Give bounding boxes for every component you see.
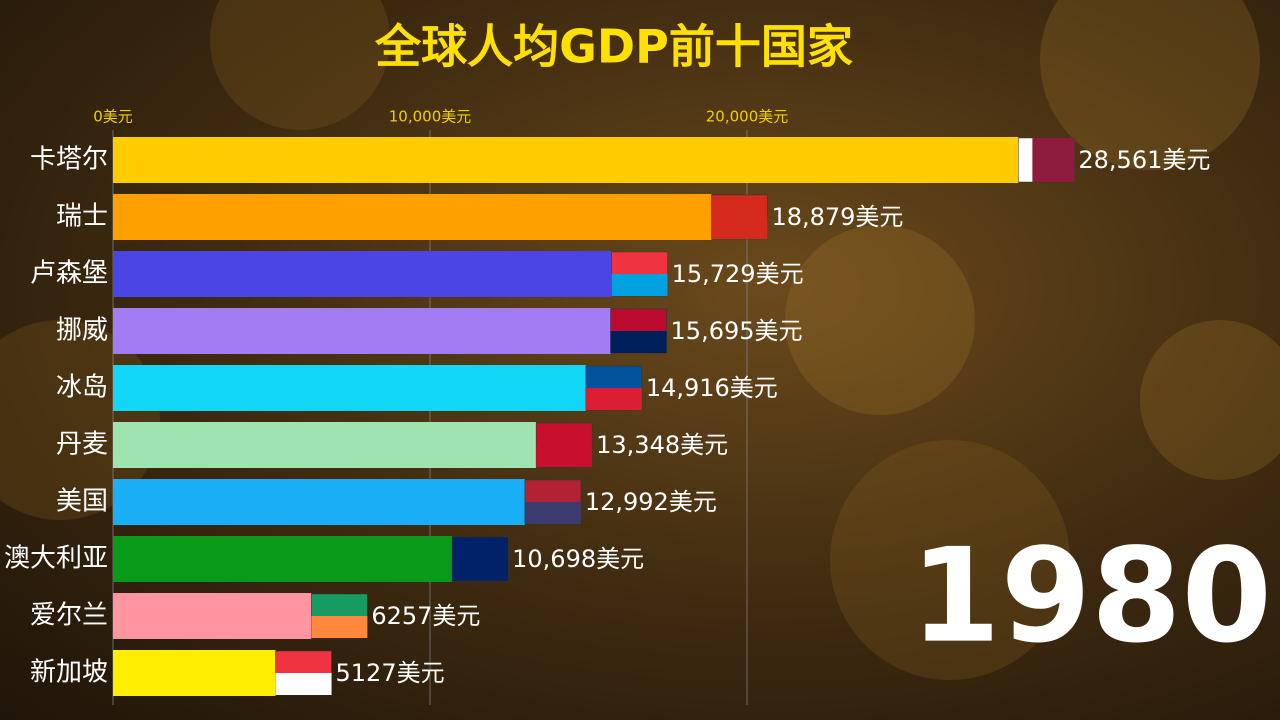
flag	[311, 616, 368, 638]
flag	[524, 502, 581, 524]
value-label: 28,561美元	[1078, 146, 1210, 174]
flag	[711, 217, 768, 239]
value-label: 15,729美元	[672, 260, 804, 288]
y-tick-label: 澳大利亚	[4, 544, 108, 574]
bar	[113, 536, 453, 582]
y-tick-label: 冰岛	[56, 373, 108, 403]
value-label: 10,698美元	[512, 545, 644, 573]
bar	[113, 422, 537, 468]
flag	[275, 673, 332, 695]
y-tick-label: 卢森堡	[30, 259, 108, 289]
value-label: 5127美元	[336, 659, 445, 687]
bar	[113, 308, 611, 354]
x-tick-label: 10,000美元	[389, 108, 472, 126]
y-tick-label: 新加坡	[30, 658, 108, 688]
value-label: 6257美元	[371, 602, 480, 630]
y-tick-label: 挪威	[56, 316, 108, 346]
year-label: 1980	[910, 520, 1272, 672]
flag	[585, 388, 642, 410]
y-tick-label: 丹麦	[56, 430, 108, 460]
value-label: 18,879美元	[771, 203, 903, 231]
y-tick-label: 美国	[56, 487, 108, 517]
value-label: 12,992美元	[585, 488, 717, 516]
flag	[610, 331, 667, 353]
value-label: 14,916美元	[646, 374, 778, 402]
flag	[452, 559, 509, 581]
bar	[113, 650, 276, 696]
bar	[113, 479, 525, 525]
coin-decoration	[0, 0, 1280, 680]
bar	[113, 365, 586, 411]
bar	[113, 251, 612, 297]
flag	[611, 274, 668, 296]
value-label: 15,695美元	[671, 317, 803, 345]
x-tick-label: 20,000美元	[706, 108, 789, 126]
y-tick-label: 爱尔兰	[30, 601, 108, 631]
flag	[1032, 138, 1075, 182]
bar	[113, 194, 712, 240]
value-label: 13,348美元	[596, 431, 728, 459]
chart-title: 全球人均GDP前十国家	[374, 20, 853, 74]
flag	[536, 445, 593, 467]
y-tick-label: 瑞士	[56, 202, 108, 232]
y-tick-label: 卡塔尔	[30, 145, 108, 175]
bar	[113, 137, 1019, 183]
bar	[113, 593, 312, 639]
x-tick-label: 0美元	[93, 108, 133, 126]
